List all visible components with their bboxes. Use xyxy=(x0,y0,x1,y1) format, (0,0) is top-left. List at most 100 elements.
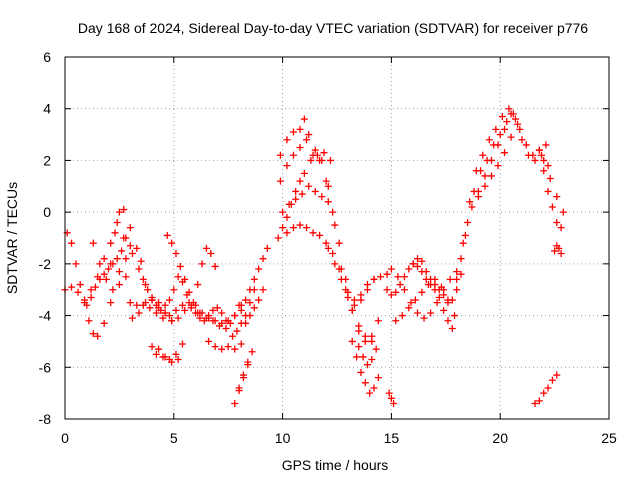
data-point xyxy=(189,299,197,307)
data-point xyxy=(374,317,382,325)
data-point xyxy=(320,149,328,157)
series-track-24 xyxy=(324,244,391,304)
x-tick-label: 15 xyxy=(384,430,400,446)
data-point xyxy=(283,213,291,221)
data-point xyxy=(155,299,163,307)
series-track-27 xyxy=(383,260,465,307)
data-point xyxy=(142,281,150,289)
data-point xyxy=(126,224,134,232)
data-point xyxy=(390,399,398,407)
data-point xyxy=(405,265,413,273)
x-tick-label: 25 xyxy=(601,430,617,446)
data-point xyxy=(172,350,180,358)
data-point xyxy=(96,260,104,268)
data-point xyxy=(100,270,108,278)
data-point xyxy=(218,345,226,353)
data-point xyxy=(372,345,380,353)
data-point xyxy=(540,156,548,164)
data-point xyxy=(507,110,515,118)
data-point xyxy=(548,376,556,384)
data-point xyxy=(161,309,169,317)
data-point xyxy=(559,208,567,216)
data-point xyxy=(435,293,443,301)
x-tick-label: 20 xyxy=(492,430,508,446)
data-point xyxy=(128,250,136,258)
data-point xyxy=(316,156,324,164)
data-point xyxy=(248,348,256,356)
data-point xyxy=(316,231,324,239)
data-point xyxy=(453,268,461,276)
data-point xyxy=(213,304,221,312)
data-point xyxy=(135,309,143,317)
data-point xyxy=(427,309,435,317)
data-point xyxy=(481,182,489,190)
data-point xyxy=(157,306,165,314)
series-track-25 xyxy=(348,337,382,397)
data-point xyxy=(289,224,297,232)
data-point xyxy=(115,208,123,216)
data-point xyxy=(202,314,210,322)
series-track-39 xyxy=(531,371,561,407)
data-point xyxy=(361,379,369,387)
data-point xyxy=(474,193,482,201)
data-point xyxy=(553,193,561,201)
data-point xyxy=(181,275,189,283)
data-point xyxy=(307,156,315,164)
data-point xyxy=(172,306,180,314)
data-point xyxy=(218,309,226,317)
data-point xyxy=(396,281,404,289)
data-point xyxy=(313,151,321,159)
data-point xyxy=(400,286,408,294)
data-point xyxy=(172,250,180,258)
data-point xyxy=(113,255,121,263)
data-point xyxy=(326,156,334,164)
data-point xyxy=(94,332,102,340)
data-point xyxy=(115,281,123,289)
data-point xyxy=(387,291,395,299)
data-point xyxy=(215,322,223,330)
data-point xyxy=(89,239,97,247)
data-point xyxy=(242,296,250,304)
data-point xyxy=(209,317,217,325)
data-point xyxy=(518,136,526,144)
data-point xyxy=(368,337,376,345)
data-point xyxy=(285,200,293,208)
data-point xyxy=(91,283,99,291)
data-point xyxy=(239,371,247,379)
data-point xyxy=(211,262,219,270)
data-point xyxy=(531,399,539,407)
data-point xyxy=(427,275,435,283)
data-point xyxy=(165,312,173,320)
data-point xyxy=(274,234,282,242)
data-point xyxy=(387,394,395,402)
data-point xyxy=(361,332,369,340)
data-point xyxy=(305,131,313,139)
y-tick-label: 6 xyxy=(43,49,51,65)
data-point xyxy=(185,288,193,296)
data-point xyxy=(159,353,167,361)
data-point xyxy=(209,306,217,314)
data-point xyxy=(394,273,402,281)
y-tick-label: -8 xyxy=(39,411,52,427)
data-point xyxy=(374,374,382,382)
data-point xyxy=(235,384,243,392)
series-track-23 xyxy=(283,221,376,345)
data-point xyxy=(276,151,284,159)
data-point xyxy=(226,319,234,327)
series-track-33 xyxy=(457,110,550,263)
data-point xyxy=(176,262,184,270)
data-point xyxy=(174,356,182,364)
chart-title: Day 168 of 2024, Sidereal Day-to-day VTE… xyxy=(78,20,588,36)
data-point xyxy=(511,115,519,123)
data-point xyxy=(242,319,250,327)
data-point xyxy=(224,343,232,351)
data-point xyxy=(76,281,84,289)
data-point xyxy=(337,275,345,283)
data-point xyxy=(453,286,461,294)
data-point xyxy=(542,141,550,149)
y-tick-label: 4 xyxy=(43,101,51,117)
data-point xyxy=(259,286,267,294)
data-point xyxy=(207,250,215,258)
data-point xyxy=(496,131,504,139)
data-point xyxy=(392,317,400,325)
